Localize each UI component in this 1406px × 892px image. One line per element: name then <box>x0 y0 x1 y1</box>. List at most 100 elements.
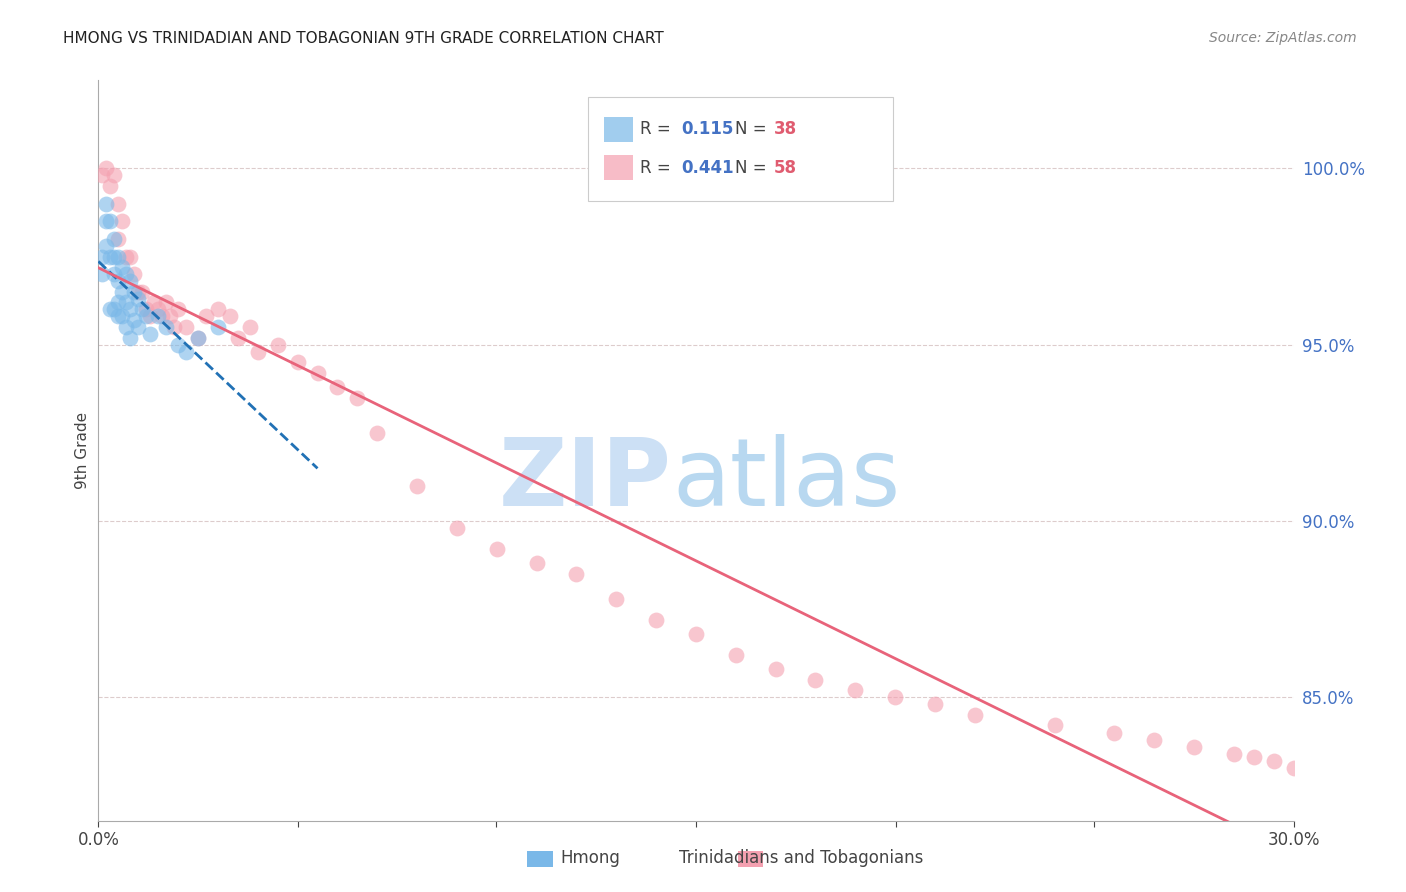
FancyBboxPatch shape <box>589 97 893 201</box>
Point <box>645 613 668 627</box>
Point <box>120 302 142 317</box>
Text: 0.115: 0.115 <box>682 120 734 138</box>
Point <box>91 250 114 264</box>
Point <box>115 250 138 264</box>
Point <box>1104 725 1126 739</box>
Point <box>685 627 707 641</box>
Point <box>207 320 229 334</box>
Point <box>98 214 122 228</box>
Text: ZIP: ZIP <box>499 434 672 526</box>
Point <box>120 274 142 288</box>
Point <box>963 707 986 722</box>
Text: atlas: atlas <box>672 434 900 526</box>
Point <box>1223 747 1246 761</box>
Point <box>127 320 149 334</box>
Point <box>96 161 118 176</box>
Point <box>96 214 118 228</box>
Point <box>195 310 218 324</box>
Point <box>219 310 242 324</box>
Point <box>326 380 349 394</box>
Point <box>804 673 827 687</box>
Point <box>526 556 548 570</box>
Point <box>91 267 114 281</box>
Point <box>844 683 866 698</box>
Point <box>1263 754 1285 768</box>
Text: N =: N = <box>735 120 772 138</box>
Point <box>207 302 229 317</box>
Point <box>346 391 368 405</box>
Point <box>111 310 134 324</box>
Point <box>103 169 125 183</box>
Point <box>127 292 149 306</box>
Point <box>605 591 627 606</box>
Text: HMONG VS TRINIDADIAN AND TOBAGONIAN 9TH GRADE CORRELATION CHART: HMONG VS TRINIDADIAN AND TOBAGONIAN 9TH … <box>63 31 664 46</box>
Point <box>446 521 468 535</box>
Text: R =: R = <box>640 120 676 138</box>
Point <box>96 239 118 253</box>
Point <box>148 310 170 324</box>
Point <box>406 479 429 493</box>
FancyBboxPatch shape <box>605 117 633 142</box>
Point <box>366 425 388 440</box>
Text: Hmong: Hmong <box>561 849 620 867</box>
Point <box>115 295 138 310</box>
Point <box>924 698 946 712</box>
Point <box>107 232 129 246</box>
Point <box>107 295 129 310</box>
Point <box>103 250 125 264</box>
Text: 58: 58 <box>773 159 797 177</box>
Point <box>1282 761 1305 775</box>
Point <box>287 355 309 369</box>
Point <box>131 302 153 317</box>
Point <box>174 344 197 359</box>
Text: 38: 38 <box>773 120 797 138</box>
Point <box>163 320 186 334</box>
Point <box>1182 739 1205 754</box>
Point <box>115 267 138 281</box>
Point <box>124 267 146 281</box>
Point <box>91 169 114 183</box>
Point <box>143 295 166 310</box>
Point <box>724 648 747 662</box>
Point <box>1143 732 1166 747</box>
Point <box>107 310 129 324</box>
Point <box>155 320 177 334</box>
Point <box>1243 750 1265 764</box>
Point <box>148 302 170 317</box>
Point <box>139 327 162 342</box>
Point <box>485 542 508 557</box>
Point <box>98 179 122 194</box>
Point <box>246 344 269 359</box>
Point <box>120 331 142 345</box>
Text: N =: N = <box>735 159 772 177</box>
Point <box>135 302 157 317</box>
Point <box>98 250 122 264</box>
Point <box>115 320 138 334</box>
FancyBboxPatch shape <box>605 155 633 180</box>
Point <box>135 310 157 324</box>
Point <box>307 366 329 380</box>
Point <box>765 662 787 676</box>
Point <box>167 302 190 317</box>
Point <box>107 274 129 288</box>
Point <box>103 302 125 317</box>
Point <box>239 320 262 334</box>
Y-axis label: 9th Grade: 9th Grade <box>75 412 90 489</box>
Point <box>127 285 149 299</box>
Text: Trinidadians and Tobagonians: Trinidadians and Tobagonians <box>679 849 924 867</box>
Point <box>884 690 907 705</box>
Point <box>226 331 249 345</box>
Point <box>111 285 134 299</box>
Point <box>150 310 173 324</box>
Text: 0.441: 0.441 <box>682 159 734 177</box>
Point <box>124 313 146 327</box>
Point <box>120 250 142 264</box>
Point <box>187 331 209 345</box>
Text: R =: R = <box>640 159 676 177</box>
Point <box>565 566 588 581</box>
Point <box>155 295 177 310</box>
Point <box>103 267 125 281</box>
Point <box>159 310 181 324</box>
Point <box>111 260 134 274</box>
Point <box>139 310 162 324</box>
